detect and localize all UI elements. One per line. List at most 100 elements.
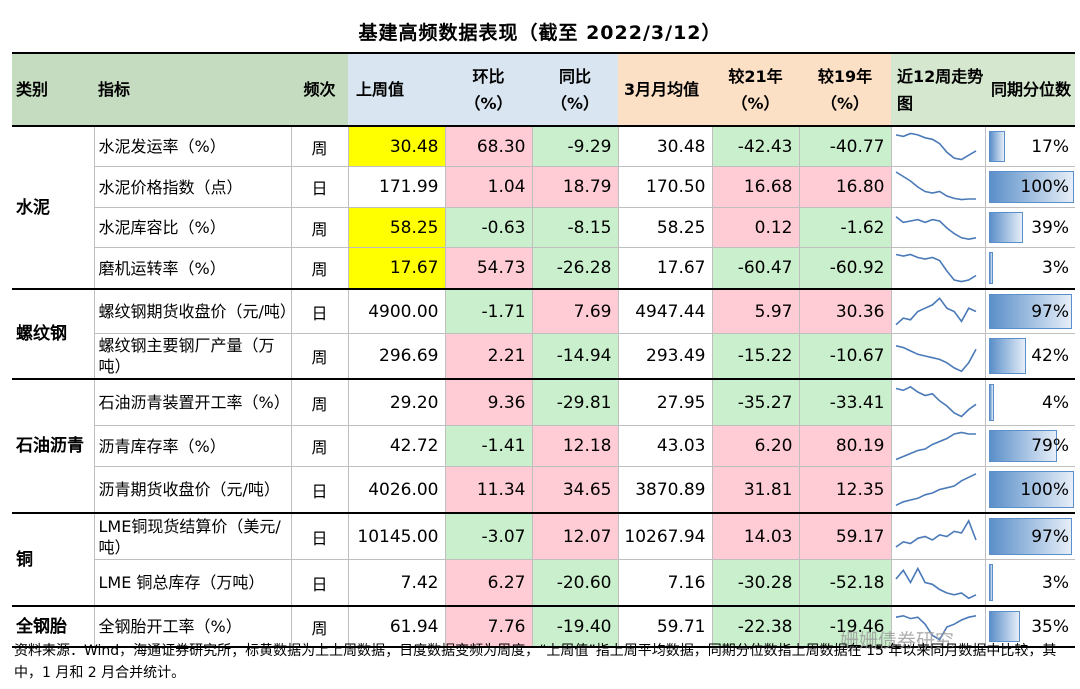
- table-row: 磨机运转率（%）周 17.67 54.73 -26.28 17.67 -60.47 -60.…: [12, 247, 1075, 290]
- vs19-cell: 30.36: [799, 289, 892, 334]
- table-row: 水泥 水泥发运率（%）周 30.48 68.30 -9.29 30.48 -42.43 -40…: [12, 126, 1075, 290]
- wow-cell: 6.27: [445, 559, 533, 607]
- indicator-cell: 全钢胎开工率（%）: [94, 606, 292, 648]
- percentile-cell: 39%: [985, 207, 1075, 248]
- march-avg-cell: 170.50: [618, 166, 713, 208]
- march-avg-cell: 293.49: [618, 333, 713, 380]
- footnote: 资料来源：Wind，海通证券研究所；标黄数据为上上周数据；日度数据变频为周度，“…: [14, 643, 1057, 681]
- page-title: 基建高频数据表现（截至 2022/3/12）: [358, 22, 722, 44]
- percentile-value: 3%: [1042, 258, 1069, 278]
- last-week-cell: 4900.00: [348, 289, 446, 334]
- indicator-cell: LME铜现货结算价（美元/吨）: [94, 513, 292, 560]
- header-yoy: 同比（%）: [532, 52, 618, 127]
- last-week-cell: 7.42: [348, 559, 446, 607]
- wow-cell: 68.30: [445, 126, 533, 167]
- last-week-cell: 42.72: [348, 425, 446, 467]
- percentile-cell: 3%: [985, 559, 1075, 607]
- percentile-value: 35%: [1031, 616, 1069, 637]
- percentile-bar: [988, 131, 1005, 162]
- trend-sparkline-cell: [891, 379, 986, 426]
- table-row: 全钢胎 全钢胎开工率（%）周 61.94 7.76 -19.40 59.71 -22.38-…: [12, 606, 1075, 648]
- vs19-cell: -52.18: [799, 559, 892, 607]
- trend-sparkline: [895, 431, 976, 461]
- vs19-cell: 12.35: [799, 466, 892, 514]
- trend-sparkline-cell: [891, 513, 986, 560]
- yoy-cell: -26.28: [532, 247, 619, 290]
- table-row: 铜 LME铜现货结算价（美元/吨）日 10145.00 -3.07 12.07 10267…: [12, 513, 1075, 607]
- trend-sparkline-cell: [891, 166, 986, 208]
- vs19-cell: 59.17: [799, 513, 892, 560]
- march-avg-cell: 10267.94: [618, 513, 713, 560]
- percentile-value: 17%: [1031, 136, 1069, 157]
- wow-cell: -1.71: [445, 289, 533, 334]
- table-row: 螺纹钢 螺纹钢期货收盘价（元/吨）日 4900.00 -1.71 7.69 4947.44…: [12, 289, 1075, 380]
- yoy-cell: -20.60: [532, 559, 619, 607]
- table-row: 水泥价格指数（点）日 171.99 1.04 18.79 170.50 16.68 16.8…: [12, 166, 1075, 208]
- percentile-value: 79%: [1031, 436, 1069, 456]
- category-cell: 铜: [12, 513, 95, 607]
- trend-sparkline: [895, 215, 976, 240]
- percentile-bar: [988, 430, 1057, 462]
- march-avg-cell: 7.16: [618, 559, 713, 607]
- header-indicator: 指标: [94, 52, 291, 127]
- header-last-week: 上周值: [348, 52, 445, 127]
- sparkline-path: [895, 253, 976, 283]
- header-row: 类别 指标 频次 上周值 环比（%） 同比（%） 3月月均值 较21年（%） 较…: [12, 52, 1075, 127]
- frequency-cell: 周: [291, 425, 349, 467]
- vs21-cell: 0.12: [712, 207, 800, 248]
- sparkline-path: [895, 132, 976, 161]
- wow-cell: 54.73: [445, 247, 533, 290]
- last-week-cell: 171.99: [348, 166, 446, 208]
- trend-sparkline: [895, 345, 977, 373]
- vs21-cell: -22.38: [712, 606, 800, 648]
- trend-sparkline-cell: [891, 289, 986, 334]
- march-avg-cell: 17.67: [618, 247, 713, 290]
- trend-sparkline-cell: [891, 207, 986, 248]
- yoy-cell: -14.94: [532, 333, 619, 380]
- vs21-cell: -35.27: [712, 379, 800, 426]
- trend-sparkline: [895, 385, 976, 418]
- vs21-cell: -42.43: [712, 126, 800, 167]
- frequency-cell: 日: [291, 559, 349, 607]
- trend-sparkline: [895, 253, 976, 283]
- indicator-cell: 水泥价格指数（点）: [94, 166, 292, 208]
- frequency-cell: 日: [291, 289, 349, 334]
- header-vs21: 较21年（%）: [712, 52, 799, 127]
- last-week-cell: 296.69: [348, 333, 446, 380]
- infrastructure-data-table: 类别 指标 频次 上周值 环比（%） 同比（%） 3月月均值 较21年（%） 较…: [12, 52, 1075, 648]
- trend-sparkline: [895, 473, 976, 507]
- vs19-cell: 80.19: [799, 425, 892, 467]
- sparkline-path: [895, 431, 976, 461]
- wow-cell: 11.34: [445, 466, 533, 514]
- percentile-bar: [988, 518, 1072, 555]
- indicator-cell: 石油沥青装置开工率（%）: [94, 379, 292, 426]
- percentile-cell: 42%: [985, 333, 1075, 380]
- frequency-cell: 日: [291, 513, 349, 560]
- sparkline-path: [895, 385, 976, 418]
- sparkline-path: [895, 614, 976, 641]
- vs19-cell: -1.62: [799, 207, 892, 248]
- vs19-cell: -10.67: [799, 333, 892, 380]
- percentile-bar: [988, 252, 993, 284]
- march-avg-cell: 3870.89: [618, 466, 713, 514]
- wow-cell: -0.63: [445, 207, 533, 248]
- march-avg-cell: 58.25: [618, 207, 713, 248]
- sparkline-path: [895, 171, 976, 201]
- table-row: 水泥库容比（%）周 58.25 -0.63 -8.15 58.25 0.12 -1.62 39…: [12, 207, 1075, 248]
- trend-sparkline-cell: [891, 126, 986, 167]
- percentile-cell: 97%: [985, 289, 1075, 334]
- trend-sparkline: [894, 566, 976, 600]
- frequency-cell: 周: [291, 606, 349, 648]
- header-trend: 近12周走势图: [891, 52, 985, 127]
- indicator-cell: 水泥发运率（%）: [94, 126, 292, 167]
- percentile-bar: [988, 564, 993, 601]
- vs21-cell: 16.68: [712, 166, 800, 208]
- vs21-cell: 6.20: [712, 425, 800, 467]
- trend-sparkline-cell: [891, 247, 986, 290]
- table-row: 沥青期货收盘价（元/吨）日 4026.00 11.34 34.65 3870.89 31.…: [12, 466, 1075, 514]
- frequency-cell: 周: [291, 333, 349, 380]
- percentile-value: 100%: [1020, 479, 1069, 500]
- sparkline-path: [895, 473, 976, 507]
- trend-sparkline-cell: [891, 425, 986, 467]
- category-cell: 石油沥青: [12, 379, 95, 514]
